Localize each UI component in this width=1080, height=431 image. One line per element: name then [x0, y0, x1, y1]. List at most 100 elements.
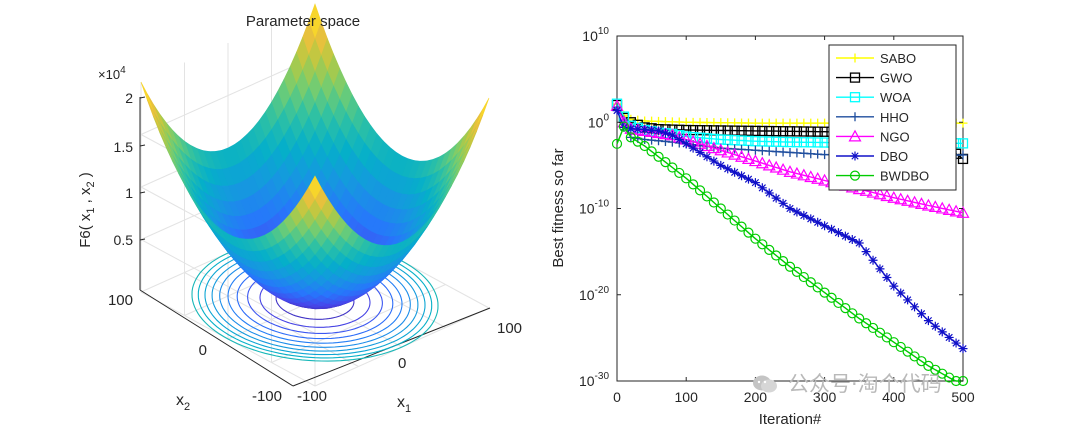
- data-marker: [923, 316, 933, 326]
- data-marker: [812, 137, 823, 148]
- x1-label-sub: 1: [405, 403, 411, 415]
- data-marker: [702, 152, 712, 162]
- data-marker: [937, 327, 947, 337]
- data-marker: [695, 147, 705, 157]
- data-marker: [819, 287, 830, 298]
- data-marker: [840, 231, 850, 241]
- data-marker: [723, 164, 733, 174]
- data-marker: [784, 136, 796, 148]
- data-marker: [811, 171, 825, 184]
- data-marker: [653, 151, 664, 162]
- x-tick-label: 200: [744, 389, 768, 405]
- data-marker: [639, 140, 650, 152]
- data-marker: [916, 309, 926, 319]
- y-tick-label: 100: [588, 112, 610, 130]
- data-marker: [875, 264, 885, 274]
- data-marker: [771, 125, 782, 137]
- x-tick-label: 100: [675, 389, 699, 405]
- data-marker: [901, 194, 915, 206]
- z-tick-label: 1.5: [114, 139, 134, 155]
- data-marker: [707, 141, 721, 154]
- data-marker: [755, 156, 769, 169]
- x2-label-sub: 2: [184, 401, 190, 413]
- y-tick-label: 10-10: [579, 199, 609, 217]
- data-marker: [771, 250, 782, 261]
- data-marker: [847, 308, 858, 319]
- data-marker: [674, 135, 684, 144]
- legend: SABO GWO WOA HHO NGO DBO BWDBO: [828, 44, 957, 191]
- x2-tick-label: 100: [108, 292, 133, 309]
- data-marker: [784, 261, 796, 272]
- data-marker: [714, 143, 728, 156]
- z-label-part: F6( x: [77, 213, 94, 248]
- data-marker: [799, 210, 809, 220]
- legend-marker: [850, 151, 860, 161]
- data-marker: [804, 170, 818, 183]
- x1-tick-labels: 100 0 -100: [297, 320, 522, 405]
- legend-item: NGO: [836, 129, 910, 144]
- data-marker: [688, 143, 698, 153]
- data-marker: [611, 138, 623, 149]
- data-marker: [820, 221, 830, 231]
- data-marker: [896, 288, 906, 298]
- data-marker: [790, 166, 804, 179]
- data-marker: [827, 224, 837, 234]
- legend-label: GWO: [880, 71, 913, 86]
- data-marker: [776, 162, 790, 175]
- z-label-part: , x: [77, 187, 94, 208]
- legend-item: WOA: [836, 90, 911, 105]
- y-tick-label: 10-30: [579, 371, 609, 389]
- y-axis-label: Best fitness so far: [550, 148, 567, 267]
- data-marker: [881, 332, 892, 343]
- data-marker: [777, 136, 789, 148]
- data-marker: [750, 136, 761, 147]
- x2-label-main: x: [176, 392, 184, 409]
- z-label-part: ): [77, 172, 94, 181]
- data-marker: [762, 158, 776, 171]
- data-marker: [750, 178, 760, 188]
- data-marker: [764, 188, 774, 198]
- data-marker: [792, 207, 802, 217]
- data-marker: [681, 139, 691, 149]
- data-marker: [750, 233, 761, 244]
- data-marker: [694, 125, 706, 136]
- data-marker: [840, 303, 851, 314]
- legend-marker: [848, 129, 862, 142]
- data-marker: [797, 168, 811, 181]
- data-marker: [888, 337, 899, 348]
- data-marker: [854, 238, 864, 248]
- data-marker: [687, 124, 699, 136]
- z-tick-label: 2: [125, 90, 133, 106]
- y-tick-base: 10: [582, 28, 598, 44]
- x2-axis-label: x2: [176, 392, 190, 413]
- data-marker: [916, 356, 927, 367]
- data-marker: [667, 162, 678, 173]
- data-marker: [757, 136, 768, 147]
- data-marker: [957, 375, 969, 387]
- data-marker: [721, 145, 735, 158]
- data-marker: [626, 124, 636, 134]
- data-marker: [806, 214, 816, 224]
- data-marker: [935, 201, 949, 214]
- data-marker: [757, 239, 768, 250]
- data-marker: [777, 256, 789, 267]
- data-marker: [709, 156, 719, 166]
- legend-item: DBO: [836, 149, 908, 164]
- legend-item: GWO: [836, 71, 913, 86]
- z-tick-label: 0.5: [114, 232, 134, 248]
- data-marker: [764, 244, 775, 255]
- data-marker: [949, 204, 963, 217]
- data-marker: [654, 126, 664, 136]
- data-marker: [660, 128, 670, 138]
- data-marker: [700, 139, 714, 152]
- data-marker: [847, 235, 857, 245]
- data-marker: [633, 124, 643, 134]
- data-marker: [771, 193, 781, 203]
- data-marker: [777, 126, 789, 137]
- z-axis-label: F6( x1 , x2 ): [77, 172, 97, 248]
- data-marker: [889, 281, 899, 291]
- legend-marker: [850, 53, 860, 63]
- y-tick-exponent: -20: [595, 285, 610, 296]
- data-marker: [826, 292, 837, 303]
